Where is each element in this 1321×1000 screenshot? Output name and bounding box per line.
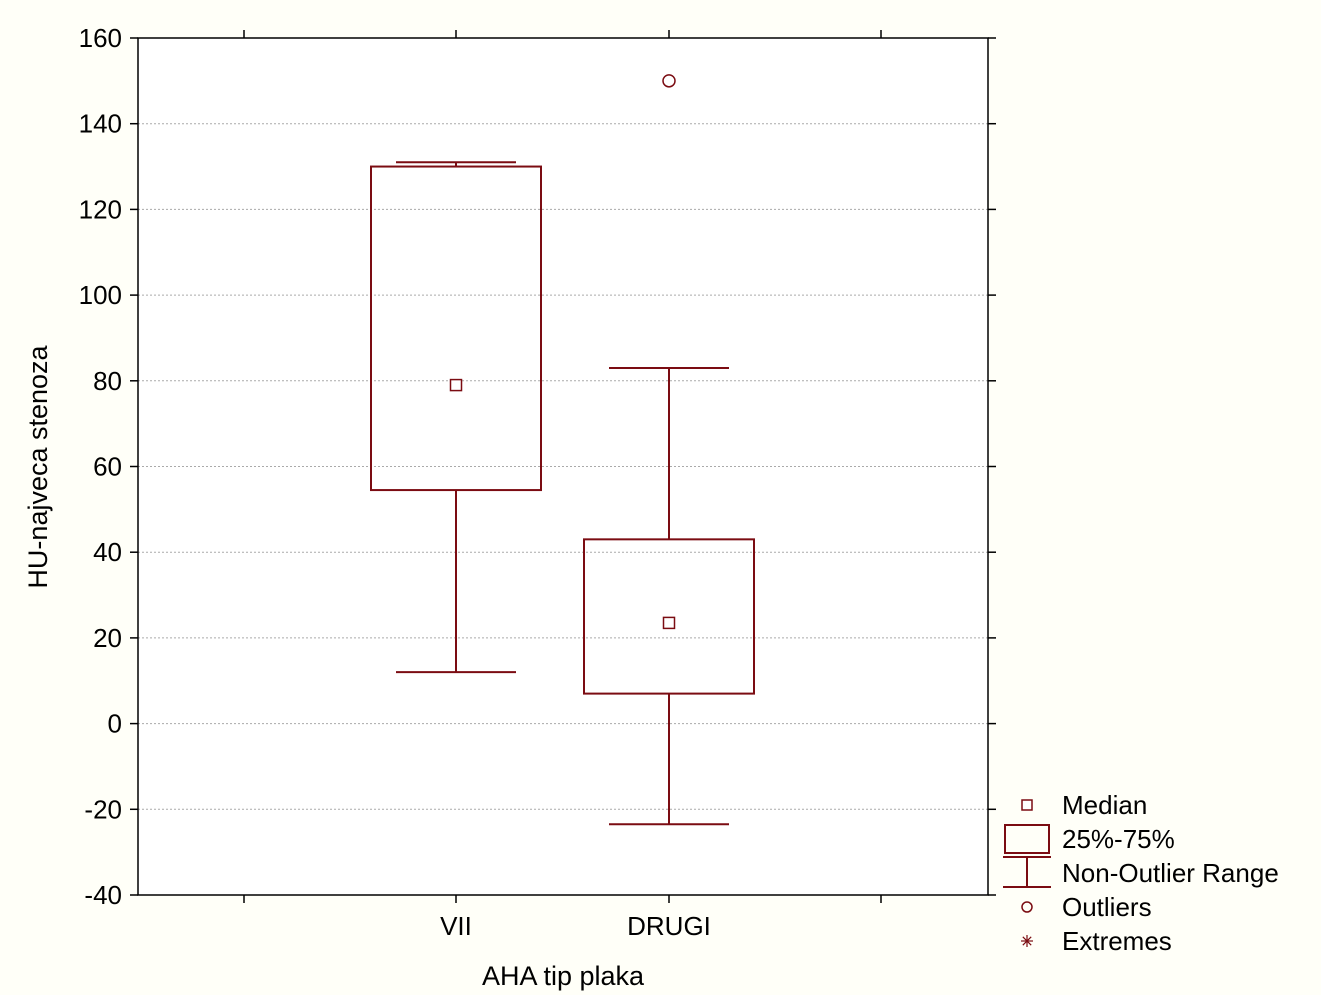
x-tick-label: VII <box>440 911 472 941</box>
legend-median-symbol <box>1021 799 1033 811</box>
legend-label: Extremes <box>1062 926 1172 956</box>
legend: Median 25%-75% Non-Outlier Range Outliers Ex… <box>1003 790 1279 956</box>
iqr-box <box>370 165 542 492</box>
box-group-drugi <box>583 74 755 826</box>
y-tick-label: 60 <box>93 452 122 482</box>
y-tick-label: 20 <box>93 623 122 653</box>
legend-label: 25%-75% <box>1062 824 1175 854</box>
y-tick-label: 140 <box>79 109 122 139</box>
legend-outlier-symbol <box>1021 901 1033 913</box>
legend-extreme-symbol <box>1022 936 1032 946</box>
y-tick-label: 120 <box>79 194 122 224</box>
outlier-point <box>662 74 676 88</box>
legend-label: Non-Outlier Range <box>1062 858 1279 888</box>
y-tick-label: 0 <box>108 709 122 739</box>
legend-item-outlier: Outliers <box>1021 892 1152 922</box>
legend-item-whisker: Non-Outlier Range <box>1003 856 1279 888</box>
y-tick-label: -20 <box>84 794 122 824</box>
axes: -40 -20 0 20 40 60 80 100 120 140 160 VII DRUGI <box>79 23 996 941</box>
y-tick-label: 80 <box>93 366 122 396</box>
legend-label: Median <box>1062 790 1147 820</box>
x-tick-label: DRUGI <box>627 911 711 941</box>
y-tick-label: -40 <box>84 880 122 910</box>
legend-item-median: Median <box>1021 790 1147 820</box>
y-tick-label: 160 <box>79 23 122 53</box>
iqr-box <box>583 538 755 695</box>
grid-lines <box>138 123 988 810</box>
y-axis-title: HU-najveca stenoza <box>23 344 53 588</box>
y-tick-label: 100 <box>79 280 122 310</box>
y-tick-label: 40 <box>93 537 122 567</box>
legend-item-box: 25%-75% <box>1004 824 1175 854</box>
box-group-vii <box>370 161 542 674</box>
box-series <box>370 74 755 826</box>
legend-box-symbol <box>1004 824 1050 854</box>
legend-label: Outliers <box>1062 892 1152 922</box>
median-marker <box>662 616 676 630</box>
median-marker <box>449 378 463 392</box>
legend-item-extreme: Extremes <box>1021 926 1172 956</box>
x-axis-title: AHA tip plaka <box>482 961 645 991</box>
